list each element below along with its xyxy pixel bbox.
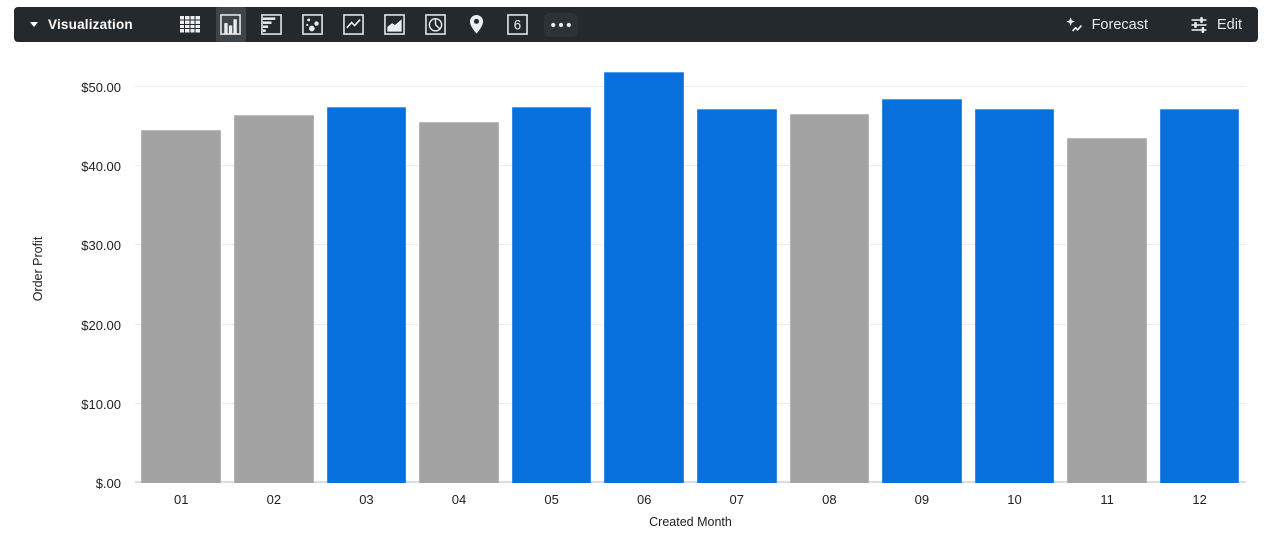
- visualization-toolbar: Visualization: [14, 7, 1258, 42]
- visualization-dropdown[interactable]: Visualization: [30, 7, 133, 42]
- gridline: [135, 481, 1246, 483]
- y-axis-labels: $.00 $10.00 $20.00 $30.00 $40.00 $50.00: [0, 56, 128, 491]
- bar-12[interactable]: [1159, 109, 1240, 483]
- more-options-icon[interactable]: [543, 12, 578, 37]
- x-tick-label: 05: [544, 492, 559, 507]
- area-chart-icon[interactable]: [380, 7, 410, 42]
- bar-08[interactable]: [789, 113, 870, 483]
- pie-chart-icon[interactable]: [421, 7, 451, 42]
- y-axis-title: Order Profit: [31, 236, 45, 302]
- single-value-icon[interactable]: 6: [503, 7, 533, 42]
- bar-05[interactable]: [511, 106, 592, 483]
- x-tick-label: 06: [636, 492, 652, 507]
- x-tick-label: 02: [266, 492, 282, 507]
- bar-11[interactable]: [1067, 137, 1147, 483]
- x-tick-label: 04: [451, 492, 467, 507]
- y-tick-label: $50.00: [81, 79, 121, 95]
- map-icon[interactable]: [462, 7, 492, 42]
- x-tick-label: 01: [174, 492, 189, 507]
- y-tick-label: $20.00: [81, 317, 121, 333]
- bar-01[interactable]: [141, 130, 222, 483]
- x-tick-label: 03: [359, 492, 374, 507]
- table-icon[interactable]: [175, 7, 205, 42]
- bar-07[interactable]: [696, 109, 777, 483]
- scatter-icon[interactable]: [298, 7, 328, 42]
- bar-10[interactable]: [974, 109, 1055, 483]
- x-tick-label: 09: [914, 492, 930, 507]
- edit-label: Edit: [1217, 16, 1242, 33]
- plot-area: [135, 56, 1246, 483]
- bar-03[interactable]: [326, 106, 407, 483]
- gridline: [135, 244, 1246, 246]
- bar-09[interactable]: [882, 98, 962, 483]
- edit-sliders-icon: [1191, 16, 1207, 33]
- bar-04[interactable]: [419, 121, 499, 483]
- bar-06[interactable]: [604, 71, 684, 483]
- x-tick-label: 08: [822, 492, 837, 507]
- chevron-down-icon: [30, 22, 38, 27]
- column-chart-icon[interactable]: [215, 7, 246, 42]
- x-axis-title: Created Month: [649, 515, 732, 529]
- x-tick-label: 12: [1192, 492, 1207, 507]
- x-tick-label: 10: [1007, 492, 1022, 507]
- gridline: [135, 85, 1246, 87]
- y-tick-label: $30.00: [81, 238, 121, 254]
- x-tick-label: 07: [729, 492, 744, 507]
- gridline: [135, 323, 1246, 325]
- table-glyph: [179, 16, 200, 33]
- single-value-digit: 6: [514, 17, 521, 32]
- bars-row: [135, 56, 1246, 483]
- gridline: [135, 165, 1246, 167]
- visualization-label: Visualization: [48, 17, 133, 32]
- edit-button[interactable]: Edit: [1190, 16, 1242, 34]
- forecast-label: Forecast: [1091, 16, 1148, 33]
- x-axis-labels: 01 02 03 04 05 06 07 08 09 10 11 12: [135, 492, 1246, 507]
- y-tick-label: $10.00: [81, 396, 121, 412]
- gridline: [135, 402, 1246, 404]
- bar-02[interactable]: [234, 115, 314, 483]
- chart-type-switcher: 6: [175, 7, 589, 42]
- x-tick-label: 11: [1100, 492, 1114, 507]
- y-tick-label: $.00: [95, 476, 121, 491]
- forecast-button[interactable]: Forecast: [1065, 16, 1148, 34]
- forecast-sparkle-icon: [1065, 16, 1082, 32]
- line-chart-icon[interactable]: [339, 7, 369, 42]
- bar-chart-icon[interactable]: [257, 7, 287, 42]
- y-tick-label: $40.00: [81, 159, 121, 175]
